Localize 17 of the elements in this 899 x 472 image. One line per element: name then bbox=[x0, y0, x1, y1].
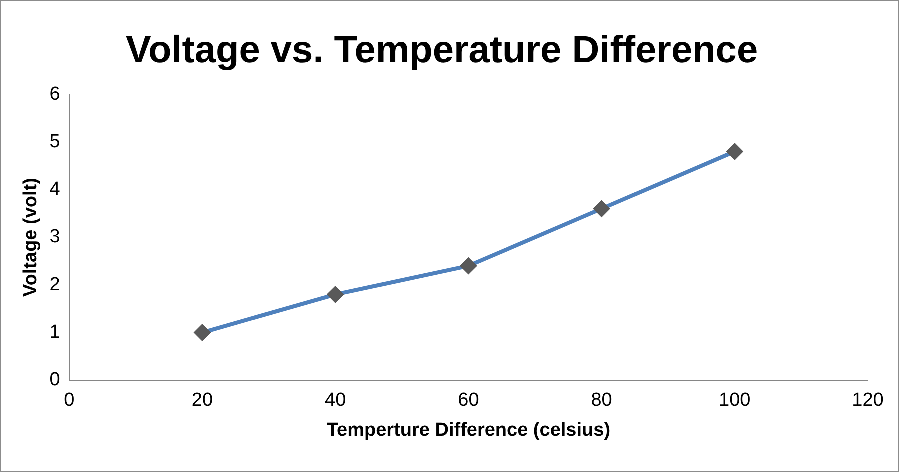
x-tick-label: 120 bbox=[852, 390, 884, 412]
y-tick-label: 5 bbox=[50, 131, 60, 152]
x-axis-title: Temperture Difference (celsius) bbox=[326, 420, 611, 441]
y-axis-title: Voltage (volt) bbox=[20, 178, 42, 297]
x-tick-label: 0 bbox=[64, 390, 75, 412]
y-tick-label: 1 bbox=[50, 322, 60, 343]
y-tick-label: 3 bbox=[50, 226, 60, 248]
chart-title: Voltage vs. Temperature Difference bbox=[126, 29, 758, 72]
y-tick-label: 4 bbox=[50, 179, 61, 200]
x-tick-label: 100 bbox=[719, 390, 751, 412]
x-tick-label: 40 bbox=[325, 390, 346, 412]
y-tick-label: 2 bbox=[50, 274, 60, 296]
x-tick-label: 60 bbox=[458, 390, 480, 412]
x-tick-label: 80 bbox=[591, 390, 612, 412]
x-tick-label: 20 bbox=[192, 390, 214, 412]
y-tick-label: 6 bbox=[50, 84, 60, 105]
y-tick-label: 0 bbox=[50, 370, 60, 391]
